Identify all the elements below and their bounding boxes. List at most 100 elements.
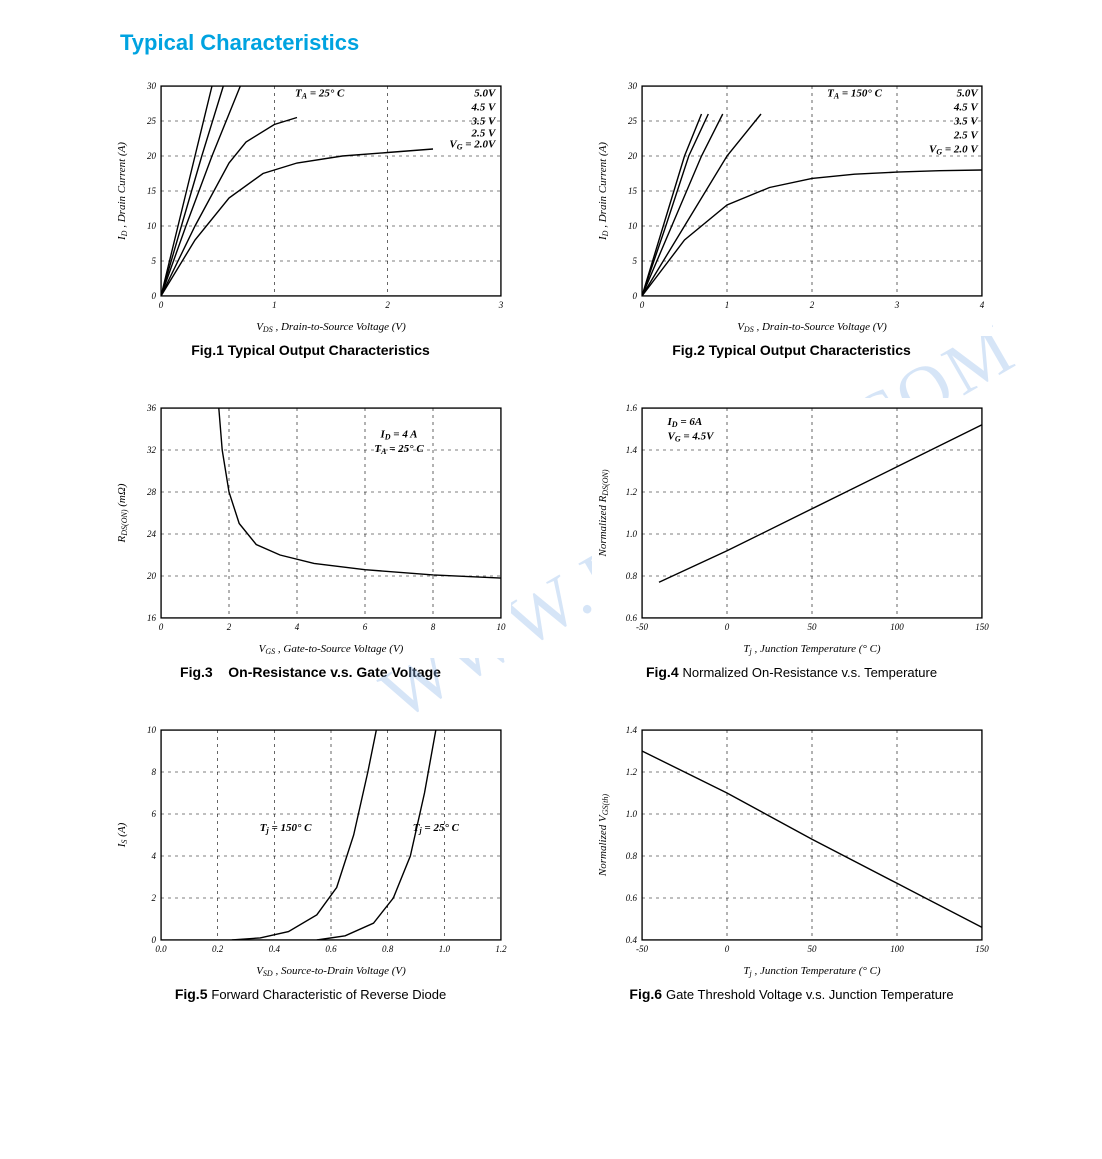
svg-text:4: 4 xyxy=(151,851,156,861)
svg-text:0.6: 0.6 xyxy=(625,613,637,623)
fig3-cell: 02468101620242832360246810162024283236VG… xyxy=(100,398,521,680)
svg-text:25: 25 xyxy=(147,116,157,126)
svg-text:-50: -50 xyxy=(636,944,648,954)
fig4-cell: -500501001500.60.81.01.21.41.6-500501001… xyxy=(581,398,1002,680)
svg-text:0: 0 xyxy=(151,935,156,945)
svg-text:0.8: 0.8 xyxy=(382,944,394,954)
svg-text:150: 150 xyxy=(975,622,989,632)
svg-text:2: 2 xyxy=(226,622,231,632)
fig6-cap-a: Fig.6 xyxy=(629,986,662,1002)
svg-text:4: 4 xyxy=(979,300,984,310)
fig6-cell: -500501001500.40.60.81.01.21.4-500501001… xyxy=(581,720,1002,1002)
svg-text:0.4: 0.4 xyxy=(268,944,280,954)
svg-text:1.0: 1.0 xyxy=(625,529,637,539)
fig6-caption: Fig.6 Gate Threshold Voltage v.s. Juncti… xyxy=(629,986,953,1002)
svg-text:30: 30 xyxy=(627,81,638,91)
svg-text:150: 150 xyxy=(975,944,989,954)
svg-text:ID , Drain Current (A): ID , Drain Current (A) xyxy=(116,142,129,241)
svg-text:20: 20 xyxy=(628,151,638,161)
svg-text:10: 10 xyxy=(628,221,638,231)
svg-text:0: 0 xyxy=(724,622,729,632)
svg-text:3.5 V: 3.5 V xyxy=(470,116,497,128)
svg-text:1.2: 1.2 xyxy=(625,767,637,777)
fig1-cell: 01230510152025300123051015202530VDS , Dr… xyxy=(100,76,521,358)
fig2-caption: Fig.2 Typical Output Characteristics xyxy=(672,342,911,358)
fig5-caption: Fig.5 Forward Characteristic of Reverse … xyxy=(175,986,446,1002)
svg-text:6: 6 xyxy=(362,622,367,632)
svg-text:24: 24 xyxy=(147,529,157,539)
svg-text:0: 0 xyxy=(639,300,644,310)
svg-text:VSD , Source-to-Drain Voltage: VSD , Source-to-Drain Voltage (V) xyxy=(256,965,406,978)
svg-text:0.8: 0.8 xyxy=(625,571,637,581)
svg-text:0: 0 xyxy=(158,300,163,310)
svg-text:4: 4 xyxy=(294,622,299,632)
svg-text:6: 6 xyxy=(151,809,156,819)
svg-text:2: 2 xyxy=(151,893,156,903)
svg-text:4.5 V: 4.5 V xyxy=(952,102,979,114)
svg-text:8: 8 xyxy=(430,622,435,632)
svg-text:3.5 V: 3.5 V xyxy=(952,116,979,128)
svg-text:Tj , Junction Temperature (°: Tj , Junction Temperature (° C) xyxy=(743,643,881,656)
fig3-cap-a: Fig.3 xyxy=(180,664,213,680)
fig4-cap-a: Fig.4 xyxy=(646,664,679,680)
svg-text:VG = 2.0V: VG = 2.0V xyxy=(449,139,497,152)
svg-text:20: 20 xyxy=(147,151,157,161)
svg-text:36: 36 xyxy=(146,403,157,413)
page-title: Typical Characteristics xyxy=(120,30,1042,56)
fig1-caption: Fig.1 Typical Output Characteristics xyxy=(191,342,430,358)
svg-text:1.6: 1.6 xyxy=(625,403,637,413)
svg-text:1.0: 1.0 xyxy=(625,809,637,819)
svg-text:3: 3 xyxy=(893,300,899,310)
svg-text:Tj , Junction Temperature (°: Tj , Junction Temperature (° C) xyxy=(743,965,881,978)
svg-text:5.0V: 5.0V xyxy=(474,88,497,100)
fig3-caption: Fig.3 On-Resistance v.s. Gate Voltage xyxy=(180,664,441,680)
svg-text:0.6: 0.6 xyxy=(625,893,637,903)
svg-text:10: 10 xyxy=(496,622,506,632)
svg-text:0: 0 xyxy=(158,622,163,632)
svg-text:2: 2 xyxy=(385,300,390,310)
svg-text:28: 28 xyxy=(147,487,157,497)
svg-text:VDS , Drain-to-Source Voltage: VDS , Drain-to-Source Voltage (V) xyxy=(737,321,887,334)
svg-text:0: 0 xyxy=(151,291,156,301)
svg-text:-50: -50 xyxy=(636,622,648,632)
svg-text:2.5 V: 2.5 V xyxy=(952,130,979,142)
svg-text:2.5 V: 2.5 V xyxy=(470,127,497,139)
chart-grid: 01230510152025300123051015202530VDS , Dr… xyxy=(60,76,1042,1002)
svg-text:2: 2 xyxy=(809,300,814,310)
fig4-caption: Fig.4 Normalized On-Resistance v.s. Temp… xyxy=(646,664,937,680)
svg-text:16: 16 xyxy=(147,613,157,623)
svg-text:25: 25 xyxy=(628,116,638,126)
svg-text:0: 0 xyxy=(724,944,729,954)
svg-text:10: 10 xyxy=(147,725,157,735)
svg-text:0: 0 xyxy=(632,291,637,301)
fig5-cap-a: Fig.5 xyxy=(175,986,208,1002)
svg-text:0.0: 0.0 xyxy=(155,944,167,954)
svg-text:0.2: 0.2 xyxy=(212,944,224,954)
svg-text:ID , Drain Current (A): ID , Drain Current (A) xyxy=(597,142,610,241)
svg-text:100: 100 xyxy=(890,944,904,954)
fig5-cell: 0.00.20.40.60.81.01.202468100.00.20.40.6… xyxy=(100,720,521,1002)
fig6-cap-b: Gate Threshold Voltage v.s. Junction Tem… xyxy=(666,987,954,1002)
svg-text:1.4: 1.4 xyxy=(625,725,637,735)
svg-text:IS (A): IS (A) xyxy=(116,822,129,848)
svg-text:5: 5 xyxy=(632,256,637,266)
svg-text:15: 15 xyxy=(628,186,638,196)
svg-text:1.2: 1.2 xyxy=(625,487,637,497)
svg-text:VGS , Gate-to-Source Voltage: VGS , Gate-to-Source Voltage (V) xyxy=(258,643,403,656)
svg-text:5.0V: 5.0V xyxy=(956,88,979,100)
svg-text:50: 50 xyxy=(807,622,817,632)
svg-text:30: 30 xyxy=(146,81,157,91)
svg-text:0.6: 0.6 xyxy=(325,944,337,954)
svg-text:8: 8 xyxy=(151,767,156,777)
svg-text:50: 50 xyxy=(807,944,817,954)
svg-text:4.5 V: 4.5 V xyxy=(470,102,497,114)
svg-text:100: 100 xyxy=(890,622,904,632)
svg-text:3: 3 xyxy=(497,300,503,310)
svg-text:1: 1 xyxy=(724,300,729,310)
svg-text:10: 10 xyxy=(147,221,157,231)
fig4-cap-b: Normalized On-Resistance v.s. Temperatur… xyxy=(683,665,938,680)
fig2-cell: 0123405101520253001234051015202530VDS , … xyxy=(581,76,1002,358)
svg-text:5: 5 xyxy=(151,256,156,266)
svg-text:0.4: 0.4 xyxy=(625,935,637,945)
svg-text:32: 32 xyxy=(146,445,157,455)
